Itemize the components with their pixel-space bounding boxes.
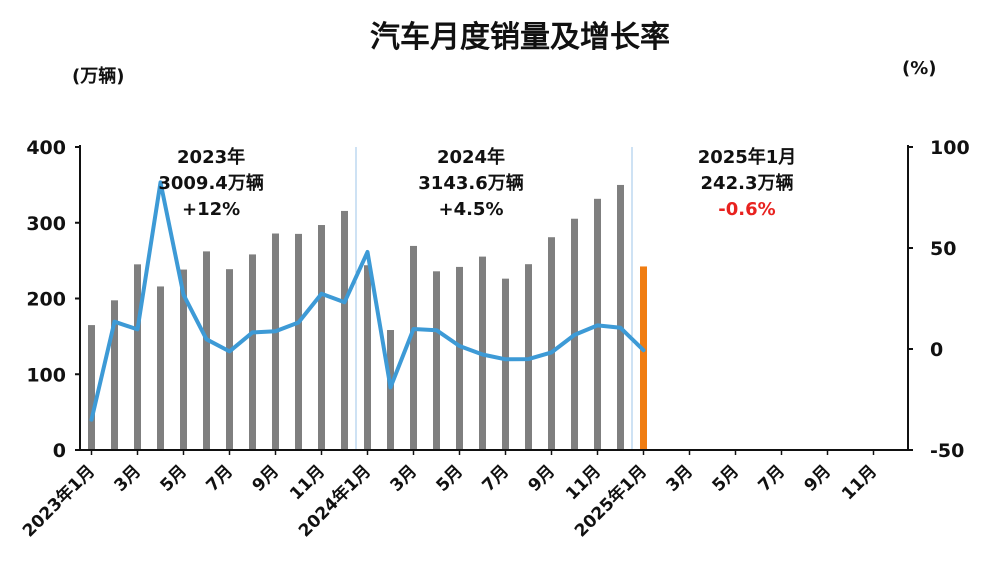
growth-point-3 (159, 181, 162, 184)
growth-point-14 (412, 328, 415, 330)
growth-point-4 (182, 293, 185, 296)
x-tick-14: 5月 (708, 461, 743, 496)
bar-15 (433, 271, 440, 450)
x-tick-0: 2023年1月 (18, 461, 99, 542)
bar-13 (387, 330, 394, 450)
y-left-unit: (万辆) (72, 65, 124, 87)
x-tick-16: 9月 (800, 461, 835, 496)
x-tick-3: 7月 (202, 461, 237, 496)
annotations: 2023年 3009.4万辆 +12% 2024年 3143.6万辆 +4.5% 2025年… (158, 146, 796, 220)
bar-12 (364, 265, 371, 450)
growth-point-17 (481, 353, 484, 356)
growth-point-15 (435, 329, 438, 332)
bar-7 (249, 254, 256, 450)
bar-14 (410, 245, 417, 450)
y-left-tick-1: 300 (26, 213, 66, 235)
growth-point-5 (205, 338, 208, 341)
y-right-tick-2: 0 (930, 339, 943, 361)
growth-point-20 (550, 351, 553, 354)
x-tick-10: 9月 (524, 461, 559, 496)
y-right-tick-0: 100 (930, 137, 970, 159)
x-tick-9: 7月 (478, 461, 513, 496)
growth-point-22 (596, 324, 599, 327)
y-left-ticks: 400 300 200 100 0 (26, 137, 80, 462)
x-tick-2: 5月 (156, 461, 191, 496)
x-tick-1: 3月 (110, 461, 145, 496)
growth-point-13 (389, 386, 392, 389)
chart-title: 汽车月度销量及增长率 (370, 20, 670, 55)
annotation-growth-0: +12% (182, 199, 240, 220)
x-tick-17: 11月 (838, 461, 881, 504)
annotation-growth-2: -0.6% (718, 199, 775, 220)
bar-1 (111, 300, 118, 450)
annotation-year-2: 2025年1月 (698, 146, 797, 168)
growth-point-1 (113, 320, 116, 323)
growth-point-24 (642, 349, 645, 352)
x-tick-11: 11月 (562, 461, 605, 504)
bar-10 (318, 225, 325, 450)
annotation-growth-1: +4.5% (438, 199, 503, 220)
growth-point-7 (251, 331, 254, 334)
growth-point-23 (619, 326, 622, 329)
x-tick-7: 3月 (386, 461, 421, 496)
annotation-total-1: 3143.6万辆 (418, 172, 523, 194)
period-dividers (355, 147, 633, 450)
x-tick-5: 11月 (286, 461, 329, 504)
y-left-tick-3: 100 (26, 364, 66, 386)
annotation-year-0: 2023年 (177, 146, 245, 168)
y-right-unit: (%) (902, 58, 937, 79)
growth-point-0 (90, 418, 93, 421)
x-tick-15: 7月 (754, 461, 789, 496)
growth-point-8 (274, 330, 277, 333)
bar-2 (134, 264, 141, 450)
y-right-tick-1: 50 (930, 238, 956, 260)
y-left-tick-4: 0 (53, 440, 66, 462)
bar-8 (272, 233, 279, 450)
bar-3 (157, 286, 164, 450)
annotation-total-0: 3009.4万辆 (158, 172, 263, 194)
line-series (89, 180, 646, 422)
bar-series (88, 184, 647, 450)
growth-point-6 (228, 350, 231, 353)
y-left-tick-2: 200 (26, 289, 66, 311)
bar-16 (456, 266, 463, 450)
growth-point-2 (136, 328, 139, 331)
bar-4 (180, 269, 187, 450)
y-left-tick-0: 400 (26, 137, 66, 159)
bar-0 (88, 325, 95, 450)
bar-5 (203, 251, 210, 450)
bar-9 (295, 233, 302, 450)
annotation-total-2: 242.3万辆 (701, 172, 794, 194)
bar-11 (341, 210, 348, 450)
x-tick-8: 5月 (432, 461, 467, 496)
x-tick-13: 3月 (662, 461, 697, 496)
growth-point-18 (504, 358, 507, 361)
y-right-ticks: 100 50 0 -50 (908, 137, 970, 462)
growth-point-16 (458, 345, 461, 347)
growth-point-10 (320, 292, 323, 295)
bar-6 (226, 269, 233, 450)
growth-point-9 (297, 321, 300, 324)
x-tick-4: 9月 (248, 461, 283, 496)
growth-point-19 (527, 358, 530, 360)
growth-point-21 (573, 334, 576, 336)
bar-18 (502, 278, 509, 450)
y-right-tick-3: -50 (930, 440, 964, 462)
annotation-year-1: 2024年 (437, 146, 505, 168)
bar-23 (617, 184, 624, 450)
growth-point-12 (366, 251, 369, 253)
bar-20 (548, 237, 555, 450)
growth-point-11 (343, 301, 346, 304)
bar-24 (640, 266, 647, 450)
